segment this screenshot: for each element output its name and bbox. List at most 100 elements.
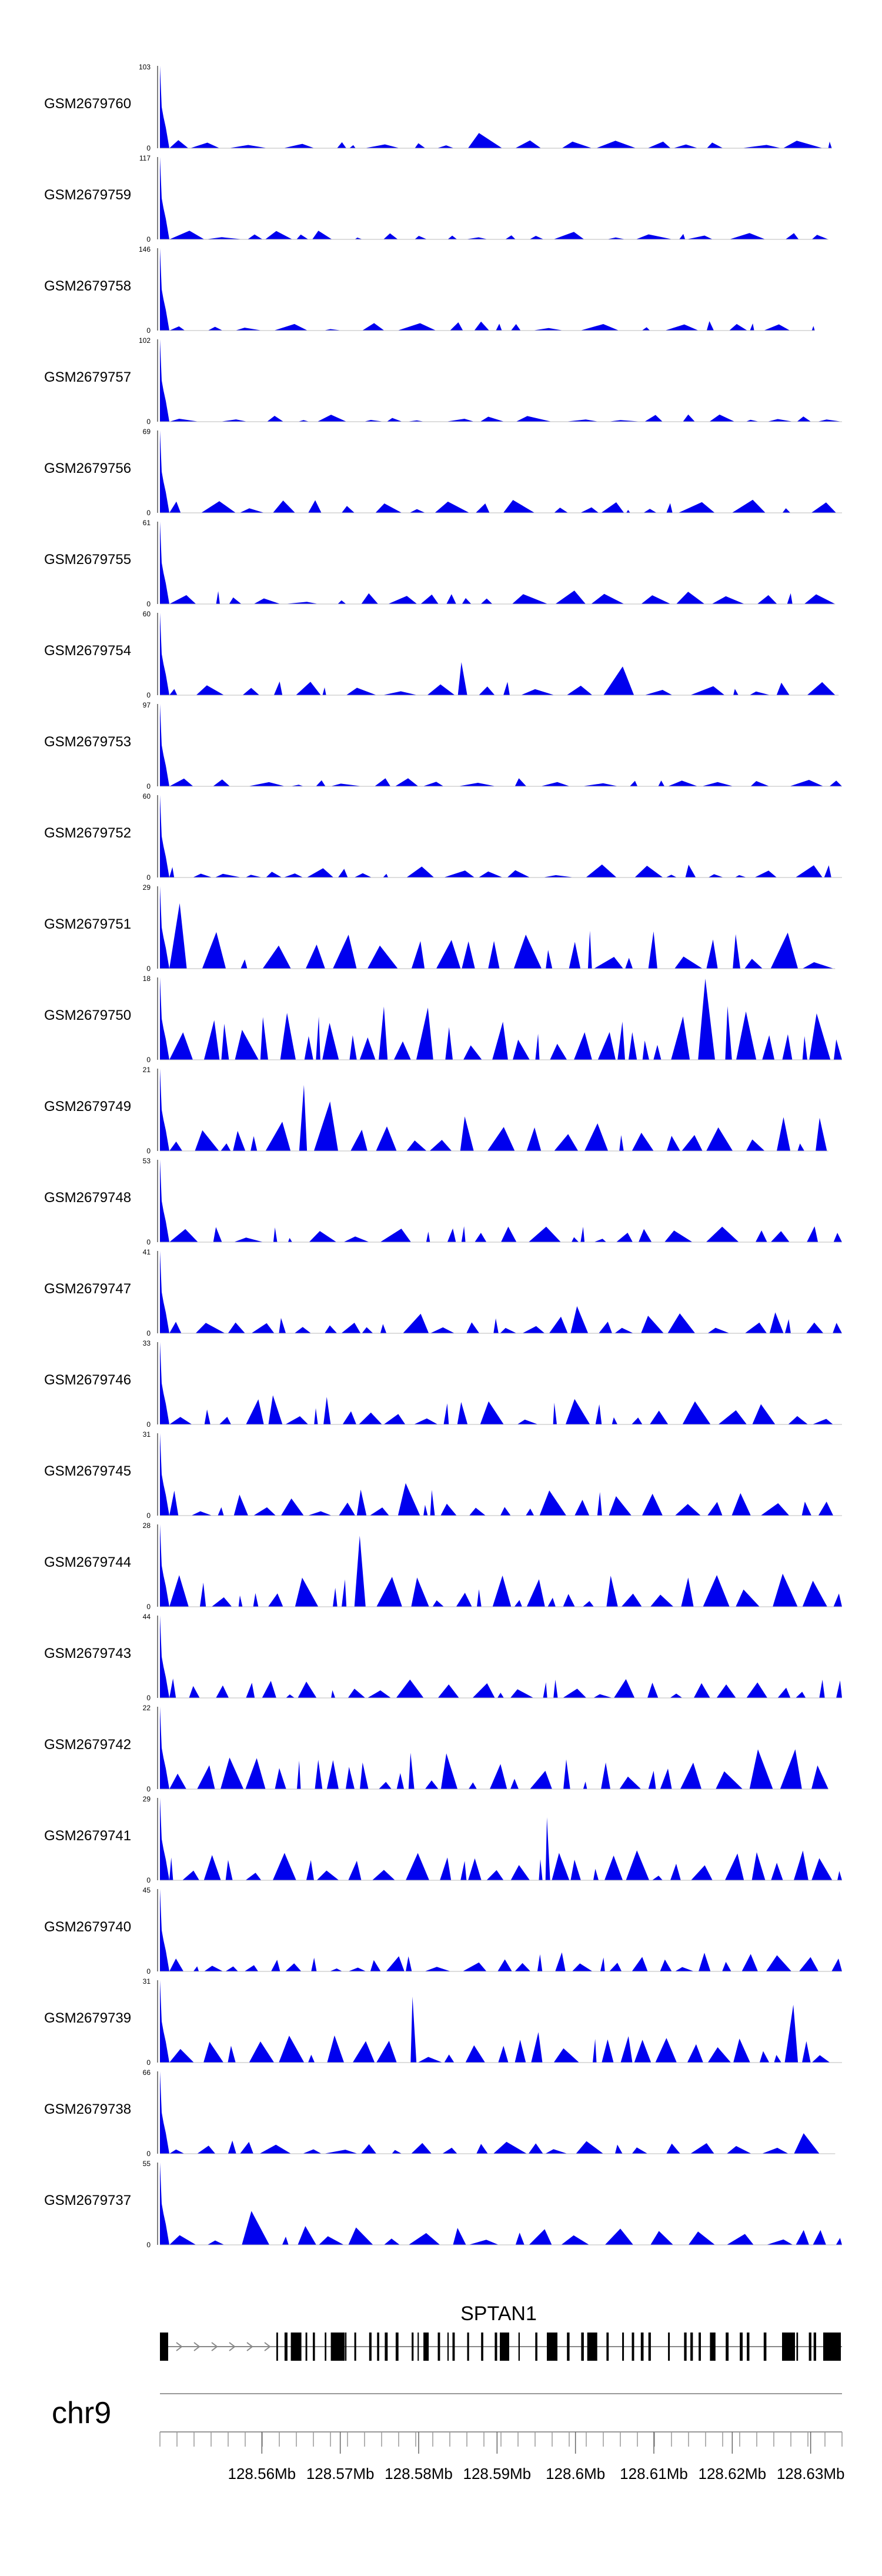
strand-arrow — [211, 2342, 218, 2351]
y-max-label: 69 — [143, 428, 151, 436]
exon — [535, 2333, 537, 2361]
exon — [437, 2333, 440, 2361]
axis-tick-label: 128.58Mb — [385, 2465, 453, 2482]
track-label: GSM2679756 — [44, 461, 131, 476]
track-label: GSM2679747 — [44, 1281, 131, 1297]
y-max-label: 18 — [143, 975, 151, 983]
track-label: GSM2679744 — [44, 1554, 131, 1570]
coverage-area — [160, 1160, 842, 1242]
genome-axis: chr9 128.56Mb 128.57Mb 128.58Mb 128.59Mb 128… — [52, 2393, 845, 2482]
exon — [452, 2333, 455, 2361]
exon — [808, 2333, 811, 2361]
exon — [481, 2333, 483, 2361]
y-max-label: 21 — [143, 1066, 151, 1074]
y-max-label: 33 — [143, 1339, 151, 1347]
coverage-area — [160, 1798, 842, 1880]
coverage-area — [160, 1433, 842, 1516]
exon — [690, 2333, 693, 2361]
track-label: GSM2679759 — [44, 187, 131, 203]
axis-ticks: 128.56Mb 128.57Mb 128.58Mb 128.59Mb 128.6Mb 1… — [159, 2432, 845, 2482]
gene-model — [160, 2333, 842, 2361]
y-max-label: 31 — [143, 1977, 151, 1986]
exon — [330, 2333, 339, 2361]
coverage-track: GSM2679750 18 0 — [44, 975, 842, 1064]
coverage-track: GSM2679739 31 0 — [44, 1977, 842, 2067]
y-max-label: 28 — [143, 1521, 151, 1530]
exon — [467, 2333, 469, 2361]
y-zero-label: 0 — [146, 144, 151, 152]
axis-tick-label: 128.62Mb — [699, 2465, 767, 2482]
exon — [385, 2333, 388, 2361]
track-label: GSM2679743 — [44, 1646, 131, 1661]
exon — [747, 2333, 750, 2361]
exon — [160, 2333, 168, 2361]
y-zero-label: 0 — [146, 1511, 151, 1520]
y-max-label: 29 — [143, 883, 151, 892]
y-zero-label: 0 — [146, 691, 151, 699]
coverage-area — [160, 339, 842, 422]
exon — [622, 2333, 624, 2361]
coverage-area — [160, 2163, 842, 2245]
axis-tick-label: 128.56Mb — [228, 2465, 296, 2482]
y-max-label: 102 — [139, 336, 151, 345]
y-zero-label: 0 — [146, 1329, 151, 1337]
exon — [447, 2333, 449, 2361]
exon — [325, 2333, 326, 2361]
track-label: GSM2679752 — [44, 825, 131, 841]
y-max-label: 60 — [143, 610, 151, 618]
coverage-track: GSM2679757 102 0 — [44, 336, 842, 426]
coverage-track: GSM2679754 60 0 — [44, 610, 839, 699]
track-label: GSM2679749 — [44, 1099, 131, 1115]
y-zero-label: 0 — [146, 1876, 151, 1884]
axis-tick-label: 128.61Mb — [620, 2465, 688, 2482]
exon — [581, 2333, 584, 2361]
exon — [313, 2333, 315, 2361]
coverage-track: GSM2679756 69 0 — [44, 428, 842, 517]
y-zero-label: 0 — [146, 2241, 151, 2249]
coverage-area — [160, 1069, 828, 1151]
track-label: GSM2679750 — [44, 1007, 131, 1023]
y-max-label: 103 — [139, 63, 151, 71]
y-max-label: 45 — [143, 1886, 151, 1894]
track-label: GSM2679757 — [44, 369, 131, 385]
axis-tick-label: 128.63Mb — [777, 2465, 845, 2482]
exon — [354, 2333, 356, 2361]
coverage-track: GSM2679737 55 0 — [44, 2160, 842, 2249]
axis-tick-label: 128.57Mb — [306, 2465, 375, 2482]
exon — [412, 2333, 414, 2361]
exon — [495, 2333, 497, 2361]
strand-arrow — [176, 2342, 183, 2351]
coverage-area — [160, 1980, 842, 2063]
y-zero-label: 0 — [146, 2150, 151, 2158]
exon — [500, 2333, 509, 2361]
coverage-area — [160, 1616, 842, 1698]
y-zero-label: 0 — [146, 1238, 151, 1246]
coverage-tracks: GSM2679760 103 0 GSM2679759 117 0 GSM2679758 14… — [44, 63, 842, 2249]
y-zero-label: 0 — [146, 1420, 151, 1429]
coverage-track: GSM2679747 41 0 — [44, 1248, 842, 1337]
coverage-track: GSM2679748 53 0 — [44, 1157, 842, 1246]
coverage-area — [160, 1707, 828, 1789]
coverage-track: GSM2679752 60 0 — [44, 792, 842, 882]
y-max-label: 31 — [143, 1430, 151, 1439]
y-zero-label: 0 — [146, 600, 151, 608]
exon — [567, 2333, 570, 2361]
exon — [276, 2333, 278, 2361]
coverage-area — [160, 886, 836, 969]
y-zero-label: 0 — [146, 1147, 151, 1155]
y-zero-label: 0 — [146, 1967, 151, 1976]
axis-tick-label: 128.59Mb — [463, 2465, 532, 2482]
coverage-area — [160, 1889, 842, 1971]
track-label: GSM2679754 — [44, 643, 131, 659]
coverage-track: GSM2679741 29 0 — [44, 1795, 842, 1884]
exon — [726, 2333, 729, 2361]
coverage-track: GSM2679738 66 0 — [44, 2068, 836, 2158]
y-zero-label: 0 — [146, 782, 151, 790]
y-max-label: 29 — [143, 1795, 151, 1803]
y-zero-label: 0 — [146, 1785, 151, 1793]
track-label: GSM2679742 — [44, 1737, 131, 1753]
coverage-area — [160, 795, 842, 877]
exon — [710, 2333, 716, 2361]
coverage-area — [160, 977, 842, 1060]
coverage-track: GSM2679740 45 0 — [44, 1886, 842, 1976]
